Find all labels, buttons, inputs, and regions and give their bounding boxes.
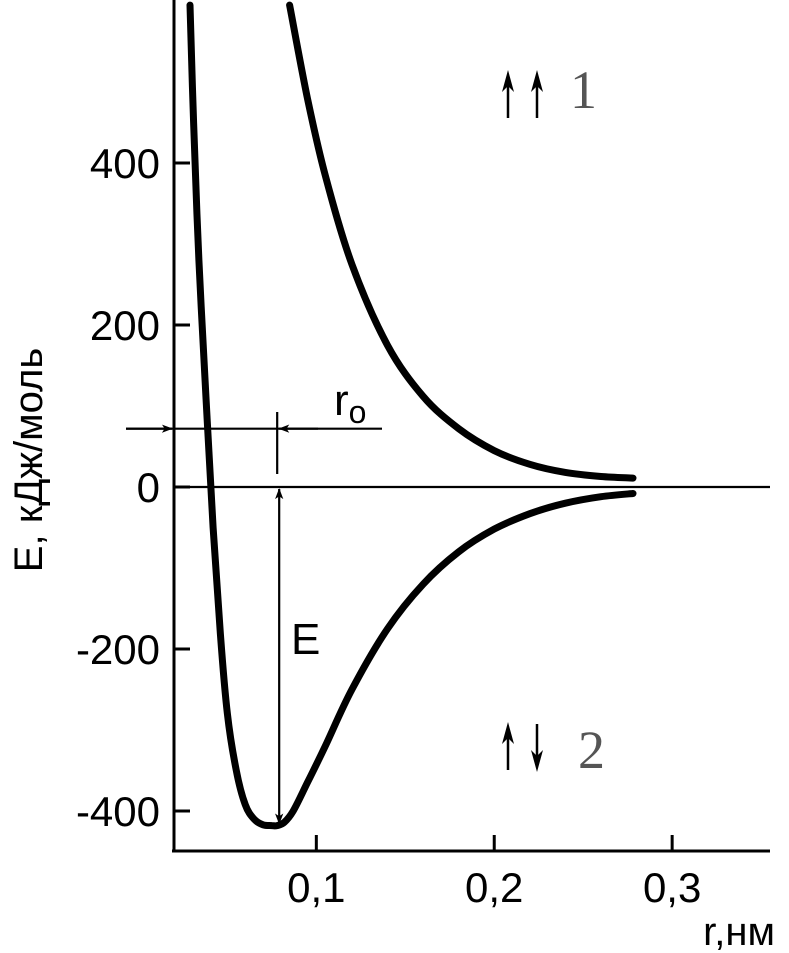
x-tick-label: 0,1	[287, 864, 345, 911]
x-tick-label: 0,2	[465, 864, 523, 911]
spin-up-arrow-icon	[502, 722, 514, 770]
x-ticks: 0,1 0,2 0,3	[287, 835, 701, 911]
spin-up-arrow-icon	[502, 70, 514, 118]
curve-2-label: 2	[578, 720, 605, 780]
E-label: E	[291, 615, 320, 664]
x-tick-label: 0,3	[643, 864, 701, 911]
y-tick-label: -400	[76, 788, 160, 835]
y-tick-label: 200	[90, 302, 160, 349]
y-ticks: 400 200 0 -200 -400	[76, 140, 190, 835]
spin-up-arrow-icon	[531, 70, 543, 118]
curve-2-legend: 2	[502, 720, 605, 780]
spin-down-arrow-icon	[531, 724, 543, 772]
curve-2-bonding-series	[186, 1, 637, 830]
r0-label: ro	[334, 376, 366, 430]
r0-annotation: ro	[126, 376, 382, 474]
curve-1-legend: 1	[502, 60, 597, 120]
y-tick-label: 400	[90, 140, 160, 187]
r0-label-subscript: o	[349, 394, 367, 430]
r0-label-main: r	[334, 376, 349, 425]
curve-1-repulsive-series	[286, 1, 637, 482]
y-axis-title: E, кДж/моль	[7, 348, 51, 572]
x-axis-title: r,нм	[703, 910, 775, 953]
y-tick-label: 0	[137, 464, 160, 511]
E-annotation: E	[275, 488, 320, 825]
curve-1-label: 1	[570, 60, 597, 120]
y-tick-label: -200	[76, 626, 160, 673]
